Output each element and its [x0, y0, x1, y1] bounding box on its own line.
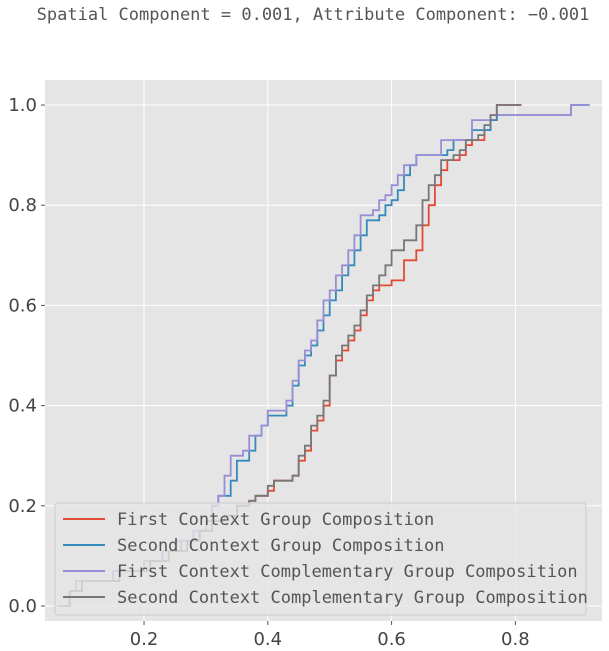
y-tick-label: 0.2	[8, 496, 37, 517]
y-tick-label: 0.6	[8, 295, 37, 316]
chart-title: Spatial Component = 0.001, Attribute Com…	[37, 5, 590, 25]
x-tick-label: 0.2	[130, 629, 159, 650]
y-axis-ticks: 0.0 0.2 0.4 0.6 0.8 1.0	[8, 95, 45, 617]
x-tick-label: 0.4	[253, 629, 282, 650]
x-tick-label: 0.6	[377, 629, 406, 650]
legend-label-2: Second Context Group Composition	[117, 536, 445, 556]
y-tick-label: 1.0	[8, 95, 37, 116]
legend: First Context Group Composition Second Co…	[54, 502, 588, 616]
x-axis-ticks: 0.2 0.4 0.6 0.8	[130, 621, 530, 650]
legend-label-3: First Context Complementary Group Compos…	[117, 562, 578, 582]
legend-label-4: Second Context Complementary Group Compo…	[117, 588, 588, 608]
y-tick-label: 0.8	[8, 195, 37, 216]
x-tick-label: 0.8	[501, 629, 530, 650]
y-tick-label: 0.0	[8, 596, 37, 617]
legend-box	[54, 502, 587, 616]
y-tick-label: 0.4	[8, 396, 37, 417]
legend-label-1: First Context Group Composition	[117, 510, 434, 530]
